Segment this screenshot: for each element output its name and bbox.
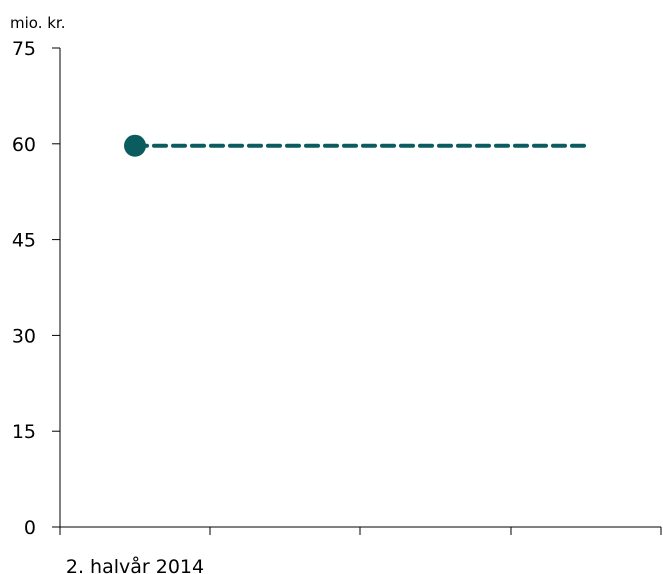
- y-tick-label: 60: [12, 134, 36, 156]
- x-ticks: 2. halvår 2014: [59, 527, 662, 574]
- y-ticks: 0 15 30 45 60 75: [12, 38, 60, 539]
- y-tick-label: 0: [24, 517, 36, 539]
- y-tick-label: 30: [12, 325, 36, 347]
- data-point-marker: [124, 134, 146, 157]
- y-unit-label: mio. kr.: [10, 14, 65, 32]
- y-tick-label: 45: [12, 230, 36, 252]
- x-tick-label: 2. halvår 2014: [66, 555, 204, 574]
- plot-area: [124, 134, 588, 157]
- y-tick-label: 15: [12, 421, 36, 443]
- y-tick-label: 75: [12, 38, 36, 60]
